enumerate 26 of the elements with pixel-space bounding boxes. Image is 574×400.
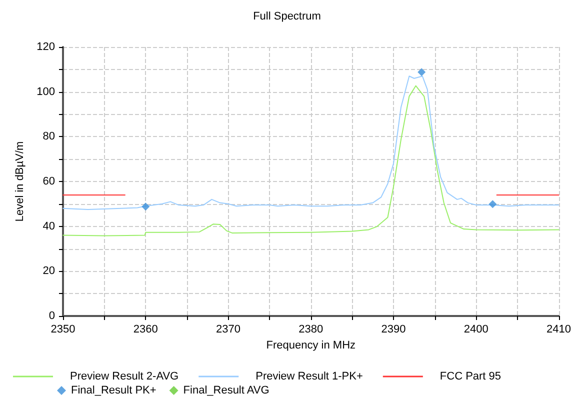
point xyxy=(488,200,497,208)
legend-label: Final_Result AVG xyxy=(183,384,270,396)
x-tick-label: 2390 xyxy=(381,324,406,336)
legend-label: Preview Result 1-PK+ xyxy=(256,370,363,382)
x-tick-label: 2370 xyxy=(216,324,240,336)
x-tick-label: 2350 xyxy=(50,324,76,336)
x-axis-title: Frequency in MHz xyxy=(266,340,356,352)
line-series xyxy=(62,85,560,236)
point xyxy=(418,68,426,76)
chart-title: Full Spectrum xyxy=(253,10,321,22)
y-tick-label: 60 xyxy=(42,176,55,188)
y-tick-label: 100 xyxy=(36,86,55,98)
y-tick-label: 20 xyxy=(42,265,55,278)
legend-label: FCC Part 95 xyxy=(440,370,502,382)
y-tick-label: 120 xyxy=(36,41,55,53)
point xyxy=(142,202,150,211)
y-tick-label: 40 xyxy=(42,220,55,232)
x-tick-label: 2360 xyxy=(133,324,158,336)
x-tick-label: 2410 xyxy=(546,324,572,336)
legend-label: Preview Result 2-AVG xyxy=(70,370,179,382)
legend-label: Final_Result PK+ xyxy=(71,384,156,396)
x-tick-label: 2380 xyxy=(298,324,324,336)
x-tick-label: 2400 xyxy=(464,324,488,336)
y-tick-label: 80 xyxy=(42,130,55,143)
y-tick-label: 0 xyxy=(48,310,55,322)
y-axis-title: Level in dBµV/m xyxy=(14,141,26,222)
